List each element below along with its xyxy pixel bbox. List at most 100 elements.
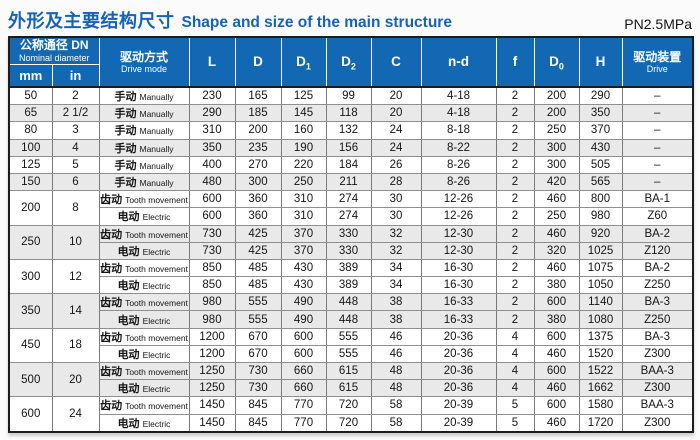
cell-dn-mm: 125 xyxy=(8,155,53,174)
cell-f: 2 xyxy=(495,172,535,192)
cell-n-d: 20-39 xyxy=(420,396,497,415)
cell-C: 26 xyxy=(370,155,422,174)
cell-D0: 460 xyxy=(533,379,580,398)
cell-C: 38 xyxy=(370,310,422,329)
header-col-D0: D0 xyxy=(533,36,580,88)
cell-C: 24 xyxy=(370,138,422,157)
cell-D: 730 xyxy=(234,362,282,381)
header-drive-device-zh: 驱动装置 xyxy=(633,49,682,64)
table-row: 电动 Electric 980 555 490 448 38 16-33 2 380 1080 Z25… xyxy=(9,310,694,329)
header-col-D: D xyxy=(234,36,282,88)
header-col-L: L xyxy=(188,36,236,88)
cell-D0: 460 xyxy=(533,344,580,364)
drive-mode-zh: 齿动 xyxy=(100,262,123,275)
cell-drive-mode: 齿动 Tooth movement xyxy=(98,190,190,209)
cell-dn-in: 12 xyxy=(51,258,100,295)
page-title-en: Shape and size of the main structure xyxy=(181,14,452,31)
cell-D2: 274 xyxy=(325,190,372,209)
cell-D: 235 xyxy=(234,138,282,157)
cell-D: 270 xyxy=(234,155,282,174)
cell-n-d: 4-18 xyxy=(420,86,497,106)
cell-H: 1140 xyxy=(578,293,623,312)
cell-n-d: 12-30 xyxy=(420,224,497,243)
cell-H: 800 xyxy=(578,190,623,209)
cell-drive-mode: 手动 Manually xyxy=(98,121,190,140)
cell-H: 430 xyxy=(578,138,623,157)
cell-dn-in: 5 xyxy=(51,155,100,174)
cell-f: 4 xyxy=(495,327,535,346)
cell-n-d: 8-26 xyxy=(420,155,497,174)
cell-drive-device: BA-3 xyxy=(621,327,694,346)
cell-dn-in: 14 xyxy=(51,293,100,329)
header-row-top: 公称通径 DN Nominal diameter 驱动方式 Drive mode L D D… xyxy=(8,36,694,88)
drive-mode-en: Manually xyxy=(139,160,174,171)
cell-D1: 250 xyxy=(280,172,327,192)
cell-n-d: 16-33 xyxy=(420,293,497,312)
cell-H: 1080 xyxy=(578,310,623,329)
cell-H: 920 xyxy=(578,224,623,243)
drive-mode-en: Manually xyxy=(139,92,174,103)
cell-D: 425 xyxy=(234,241,282,260)
table-row: 200 8 齿动 Tooth movement 600 360 310 274 30 12-26 2… xyxy=(8,190,694,226)
cell-dn-mm: 350 xyxy=(8,293,53,329)
cell-D0: 460 xyxy=(533,224,580,243)
cell-D2: 448 xyxy=(325,293,372,312)
cell-L: 1250 xyxy=(188,362,236,381)
cell-D2: 184 xyxy=(325,155,372,174)
table-row: 电动 Electric 1250 730 660 615 48 20-36 4 460 1662 Z3… xyxy=(9,379,694,398)
cell-H: 350 xyxy=(578,104,623,123)
pressure-rating: PN2.5MPa xyxy=(624,16,692,32)
header-col-label: D2 xyxy=(341,54,356,72)
cell-L: 290 xyxy=(188,104,236,123)
cell-C: 46 xyxy=(370,344,422,364)
cell-D: 670 xyxy=(234,327,282,346)
table-row: 300 12 齿动 Tooth movement 850 485 430 389 34 16-30… xyxy=(8,258,694,295)
cell-f: 2 xyxy=(495,138,535,157)
header-col-label: n-d xyxy=(448,54,469,69)
cell-L: 600 xyxy=(188,207,236,226)
cell-D: 360 xyxy=(234,207,282,226)
cell-dn-mm: 65 xyxy=(8,104,53,123)
cell-drive-mode: 手动 Manually xyxy=(98,155,190,174)
cell-L: 730 xyxy=(188,224,236,243)
cell-drive-mode: 手动 Manually xyxy=(98,104,190,123)
cell-n-d: 12-26 xyxy=(420,190,497,209)
cell-D: 730 xyxy=(234,379,282,398)
header-col-D2: D2 xyxy=(325,36,372,88)
cell-f: 2 xyxy=(495,241,535,260)
cell-drive-device: – xyxy=(621,121,694,140)
cell-D1: 370 xyxy=(280,241,327,260)
cell-C: 34 xyxy=(370,258,422,278)
cell-D1: 160 xyxy=(280,121,327,140)
cell-drive-device: Z300 xyxy=(621,413,694,433)
cell-D1: 430 xyxy=(280,276,327,295)
table-row: 电动 Electric 600 360 310 274 30 12-26 2 250 980 Z60 xyxy=(9,207,694,226)
cell-drive-mode: 电动 Electric xyxy=(98,310,190,329)
drive-mode-zh: 齿动 xyxy=(100,400,123,413)
cell-drive-mode: 齿动 Tooth movement xyxy=(98,362,190,381)
cell-D: 425 xyxy=(234,224,282,243)
cell-drive-mode: 齿动 Tooth movement xyxy=(98,293,190,312)
table-row: 100 4 手动 Manually 350 235 190 156 24 8-22 2 300 430– xyxy=(8,138,694,157)
cell-drive-mode: 电动 Electric xyxy=(98,207,190,226)
cell-drive-device: Z250 xyxy=(621,276,694,295)
cell-n-d: 12-30 xyxy=(420,241,497,260)
cell-D0: 600 xyxy=(533,396,580,415)
header-drive-device-en: Drive xyxy=(646,64,668,75)
drive-mode-zh: 齿动 xyxy=(100,297,123,310)
drive-mode-en: Manually xyxy=(139,143,174,154)
cell-D1: 770 xyxy=(280,396,327,415)
drive-mode-zh: 电动 xyxy=(117,211,140,224)
cell-L: 850 xyxy=(188,276,236,295)
drive-mode-zh: 手动 xyxy=(114,142,137,155)
cell-H: 1520 xyxy=(578,344,623,364)
drive-mode-zh: 手动 xyxy=(114,159,137,172)
cell-H: 370 xyxy=(578,121,623,140)
header-drive-mode: 驱动方式 Drive mode xyxy=(98,36,190,88)
drive-mode-en: Manually xyxy=(139,109,174,120)
header-unit-mm: mm xyxy=(8,63,53,88)
cell-f: 2 xyxy=(495,121,535,140)
drive-mode-en: Electric xyxy=(142,212,171,223)
cell-drive-device: BA-1 xyxy=(621,190,694,209)
drive-mode-zh: 电动 xyxy=(117,245,140,258)
